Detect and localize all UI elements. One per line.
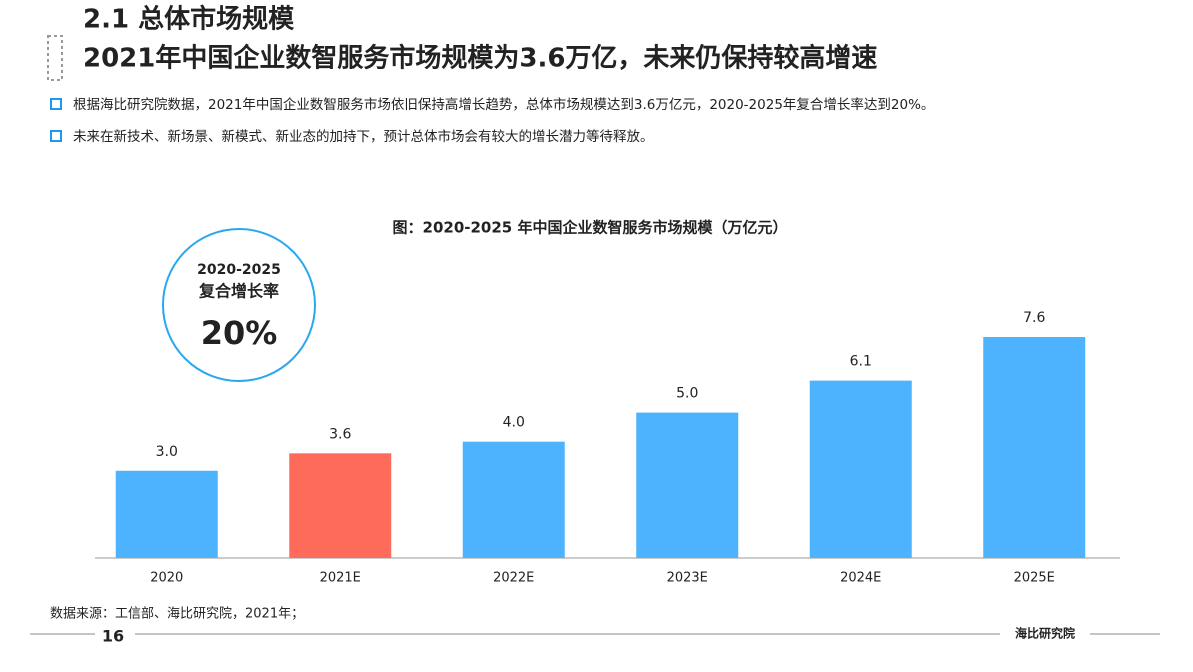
bar [809,380,912,558]
bullet: 未来在新技术、新场景、新模式、新业态的加持下，预计总体市场会有较大的增长潜力等待… [73,128,654,145]
value-label: 7.6 [1023,310,1045,326]
callout-value: 20% [201,314,278,352]
x-tick-label: 2020 [150,571,183,586]
section-title: 2.1 总体市场规模 [83,4,295,35]
x-tick-label: 2025E [1014,571,1055,586]
bar [983,337,1086,558]
value-label: 4.0 [503,415,525,431]
source: 数据来源：工信部、海比研究院，2021年； [50,607,304,622]
value-label: 3.0 [156,444,178,460]
bullet: 根据海比研究院数据，2021年中国企业数智服务市场依旧保持高增长趋势，总体市场规… [73,96,934,113]
callout-circle [162,228,316,382]
page-bg [95,626,135,644]
bar [636,412,739,558]
chart-title: 图：2020-2025 年中国企业数智服务市场规模（万亿元） [393,219,788,237]
logo-bg [1000,624,1090,644]
headline: 2021年中国企业数智服务市场规模为3.6万亿，未来仍保持较高增速 [83,43,877,74]
callout-period: 2020-2025 [197,262,281,278]
x-tick-label: 2021E [320,571,361,586]
x-tick-label: 2022E [493,571,534,586]
page-number: 16 [102,627,124,646]
bar [115,470,218,558]
bullet-marker [50,130,62,142]
bar [289,453,392,558]
bullet-marker [50,98,62,110]
value-label: 5.0 [676,386,698,402]
logo: 海比研究院 [1015,626,1075,641]
x-tick-label: 2024E [840,571,881,586]
value-label: 6.1 [850,354,872,370]
callout-label: 复合增长率 [198,282,279,301]
x-tick-label: 2023E [667,571,708,586]
value-label: 3.6 [329,426,351,442]
bar [462,441,565,558]
accent-bar [47,35,63,81]
